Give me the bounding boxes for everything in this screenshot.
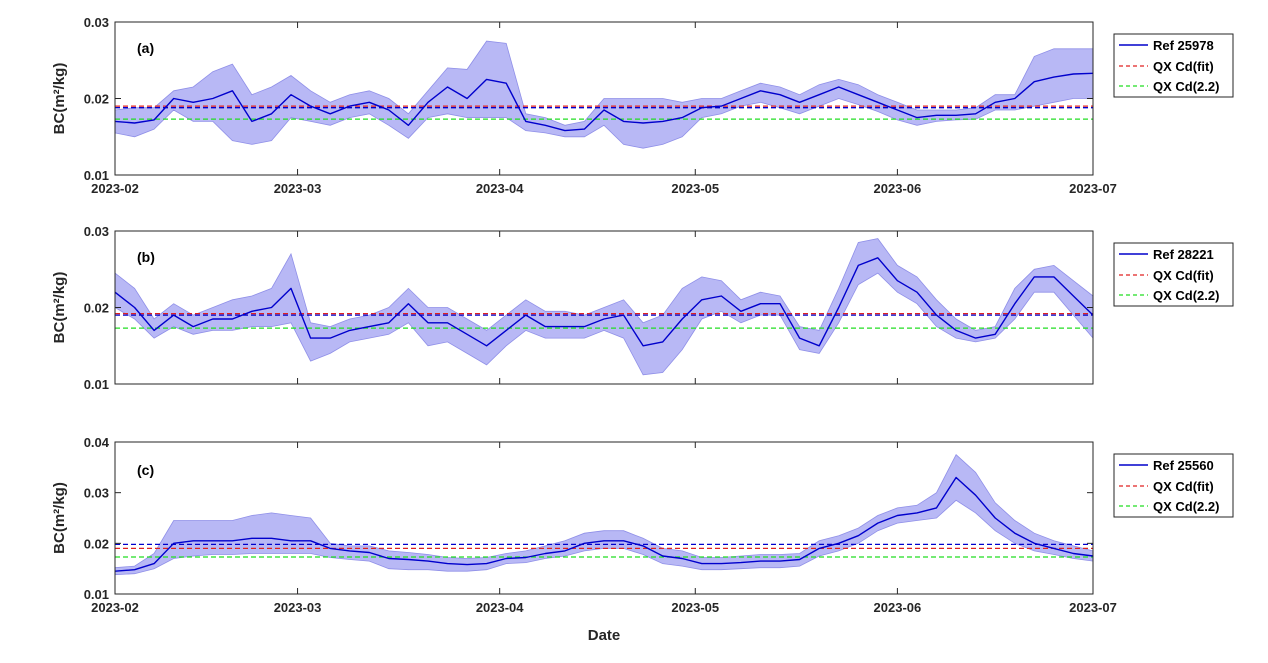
panel-c-xtick-label: 2023-06 xyxy=(874,600,922,615)
panel-c-ytick-label: 0.04 xyxy=(84,435,110,450)
panel-a: 0.01 0.02 0.03 2023-02 2023-03 2023-04 2023-05… xyxy=(51,15,1234,196)
panel-c-legend-ref: Ref 25560 xyxy=(1153,458,1214,473)
panel-a-xtick-label: 2023-02 xyxy=(91,181,139,196)
panel-c-frame xyxy=(114,441,1094,595)
panel-c-legend: Ref 25560 QX Cd(fit) QX Cd(2.2) xyxy=(1113,453,1234,518)
panel-a-ylabel: BC(m²/kg) xyxy=(51,63,68,135)
panel-a-legend-ref: Ref 25978 xyxy=(1153,38,1214,53)
panel-c-ref-line xyxy=(114,476,1094,572)
panel-c-xtick-label: 2023-05 xyxy=(671,600,719,615)
panel-b-legend-cd22: QX Cd(2.2) xyxy=(1153,288,1219,303)
panel-a-xtick-label: 2023-03 xyxy=(274,181,322,196)
panel-a-band xyxy=(114,40,1094,149)
panel-b-ylabel: BC(m²/kg) xyxy=(51,272,68,344)
panel-a-xtick-label: 2023-06 xyxy=(874,181,922,196)
panel-b-ytick-label: 0.01 xyxy=(84,377,109,392)
panel-c-tag: (c) xyxy=(137,462,154,478)
panel-a-legend-fit: QX Cd(fit) xyxy=(1153,59,1214,74)
panel-c-ytick-label: 0.03 xyxy=(84,486,109,501)
panel-b-band xyxy=(114,238,1094,376)
panel-c-legend-fit: QX Cd(fit) xyxy=(1153,479,1214,494)
panel-a-legend: Ref 25978 QX Cd(fit) QX Cd(2.2) xyxy=(1113,33,1234,98)
panel-c-ytick-label: 0.01 xyxy=(84,587,109,602)
panel-c-xtick-label: 2023-07 xyxy=(1069,600,1117,615)
panel-a-xtick-label: 2023-05 xyxy=(671,181,719,196)
panel-b-legend: Ref 28221 QX Cd(fit) QX Cd(2.2) xyxy=(1113,242,1234,307)
panel-b: 0.01 0.02 0.03 (b) BC(m²/kg) Ref 28221 QX … xyxy=(51,224,1234,392)
panel-c-xtick-label: 2023-03 xyxy=(274,600,322,615)
panel-a-tag: (a) xyxy=(137,40,154,56)
panel-c-xtick-label: 2023-02 xyxy=(91,600,139,615)
panel-b-ref-line xyxy=(114,257,1094,347)
panel-a-ytick-label: 0.02 xyxy=(84,92,109,107)
panel-b-tag: (b) xyxy=(137,249,155,265)
panel-c-xtick-label: 2023-04 xyxy=(476,600,524,615)
panel-a-ref-line xyxy=(114,72,1094,132)
panel-c: 0.01 0.02 0.03 0.04 2023-02 2023-03 2023-04 202… xyxy=(51,435,1234,615)
panel-a-ytick-label: 0.03 xyxy=(84,15,109,30)
panel-a-ytick-label: 0.01 xyxy=(84,168,109,183)
panel-a-xtick-label: 2023-04 xyxy=(476,181,524,196)
panel-c-ytick-label: 0.02 xyxy=(84,536,109,551)
panel-b-legend-fit: QX Cd(fit) xyxy=(1153,268,1214,283)
panel-b-legend-ref: Ref 28221 xyxy=(1153,247,1214,262)
panel-a-legend-cd22: QX Cd(2.2) xyxy=(1153,79,1219,94)
panel-c-legend-cd22: QX Cd(2.2) xyxy=(1153,499,1219,514)
panel-c-ylabel: BC(m²/kg) xyxy=(51,482,68,554)
x-axis-label: Date xyxy=(588,627,621,644)
panel-a-xtick-label: 2023-07 xyxy=(1069,181,1117,196)
panel-b-ytick-label: 0.02 xyxy=(84,301,109,316)
panel-b-ytick-label: 0.03 xyxy=(84,224,109,239)
